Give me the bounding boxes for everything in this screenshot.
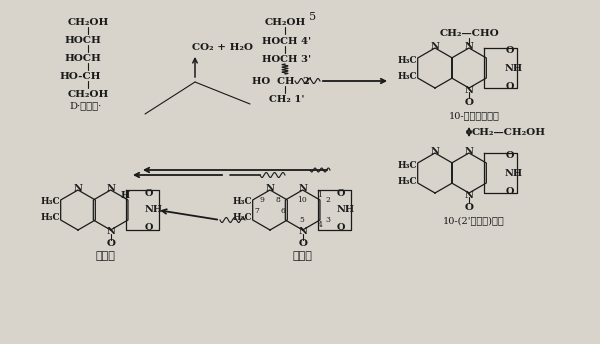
Text: NH: NH: [336, 205, 355, 215]
Text: O: O: [298, 239, 307, 248]
Text: N: N: [431, 42, 439, 51]
Text: H₃C: H₃C: [397, 161, 417, 170]
Text: O: O: [145, 223, 154, 232]
Text: H₃C: H₃C: [40, 214, 60, 223]
Text: NH: NH: [505, 169, 523, 178]
Text: H₃C: H₃C: [397, 176, 417, 185]
Text: HOCH 3': HOCH 3': [262, 54, 311, 64]
Text: N: N: [298, 183, 307, 193]
Text: H₃C: H₃C: [232, 214, 252, 223]
Text: N: N: [464, 147, 473, 155]
Text: 9: 9: [260, 196, 265, 204]
Text: CH₂ 1': CH₂ 1': [269, 95, 305, 104]
Text: H: H: [121, 192, 130, 201]
Text: CH₂—CH₂OH: CH₂—CH₂OH: [472, 128, 546, 137]
Text: O: O: [145, 189, 154, 197]
Text: H₃C: H₃C: [397, 72, 417, 80]
Text: 6: 6: [281, 207, 286, 215]
Text: 3: 3: [325, 216, 331, 224]
Text: N: N: [74, 183, 82, 193]
Text: CH₂OH: CH₂OH: [265, 18, 305, 26]
Text: 4: 4: [317, 221, 322, 229]
Text: HO  CH: HO CH: [252, 76, 294, 86]
Text: N: N: [464, 191, 473, 200]
Text: N: N: [266, 183, 274, 193]
Text: 光色素: 光色素: [96, 251, 116, 261]
Text: N: N: [464, 86, 473, 95]
Text: 1: 1: [317, 191, 322, 199]
Text: 5: 5: [310, 12, 317, 22]
Text: D·核糖醇·: D·核糖醇·: [70, 101, 102, 110]
Text: N: N: [106, 227, 115, 237]
Text: 核黄素: 核黄素: [293, 251, 313, 261]
Text: N: N: [431, 147, 439, 155]
Text: CH₂—CHO: CH₂—CHO: [439, 29, 499, 37]
Text: 10: 10: [297, 196, 307, 204]
Text: 5: 5: [299, 216, 304, 224]
Text: O: O: [505, 45, 514, 54]
Text: H₃C: H₃C: [397, 55, 417, 65]
Text: 10-甲酰甲基黄素: 10-甲酰甲基黄素: [449, 111, 499, 120]
Text: CO₂ + H₂O: CO₂ + H₂O: [193, 43, 254, 52]
Text: N: N: [106, 183, 115, 193]
Text: NH: NH: [505, 64, 523, 73]
Text: O: O: [337, 189, 346, 197]
Text: 2: 2: [326, 196, 331, 204]
Text: 10-(2'羟乙基)黄素: 10-(2'羟乙基)黄素: [443, 216, 505, 226]
Text: NH: NH: [144, 205, 163, 215]
Text: H₃C: H₃C: [40, 197, 60, 206]
Text: H₃C: H₃C: [232, 197, 252, 206]
Text: O: O: [337, 223, 346, 232]
Text: CH₂OH: CH₂OH: [67, 89, 109, 98]
Text: N: N: [298, 227, 307, 237]
Text: N: N: [464, 42, 473, 51]
Text: O: O: [505, 151, 514, 160]
Text: CH₂OH: CH₂OH: [67, 18, 109, 26]
Text: O: O: [505, 186, 514, 195]
Text: HOCH: HOCH: [65, 54, 101, 63]
Text: O: O: [464, 203, 473, 212]
Text: O: O: [505, 82, 514, 90]
Text: O: O: [106, 239, 115, 248]
Text: 7: 7: [254, 207, 259, 215]
Text: HOCH 4': HOCH 4': [262, 36, 311, 45]
Text: HO-CH: HO-CH: [59, 72, 101, 80]
Text: 8: 8: [275, 196, 280, 204]
Text: O: O: [464, 97, 473, 107]
Text: 2': 2': [302, 76, 312, 86]
Text: HOCH: HOCH: [65, 35, 101, 44]
